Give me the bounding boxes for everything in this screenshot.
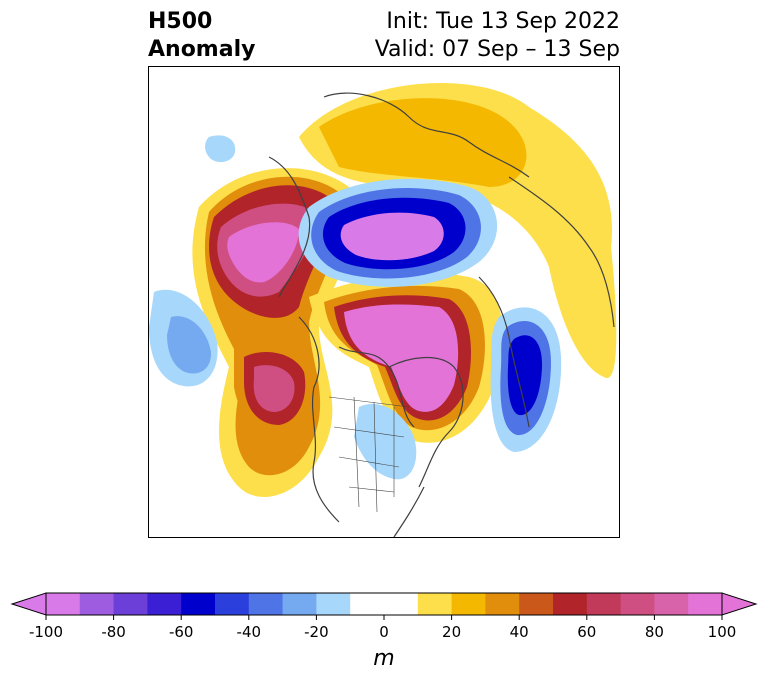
init-date: Init: Tue 13 Sep 2022 (386, 9, 620, 34)
colorbar-bin (113, 593, 148, 615)
anomaly-negative-arctic-core (340, 212, 444, 261)
colorbar: -100 -80 -60 -40 -20 0 20 40 60 80 100 (10, 592, 758, 641)
colorbar-unit-label: m (373, 646, 395, 671)
colorbar-bin (586, 593, 622, 615)
colorbar-bin (46, 593, 81, 615)
colorbar-bin (654, 593, 689, 615)
colorbar-bin (451, 593, 486, 615)
anomaly-positive-pacific-core (253, 365, 295, 412)
anomaly-negative-us-light (354, 403, 417, 480)
map-date-info: Init: Tue 13 Sep 2022 Valid: 07 Sep – 13… (375, 8, 620, 64)
colorbar-tick-label: -100 (29, 623, 63, 641)
colorbar-tick-label: 100 (708, 623, 737, 641)
anomaly-negative-atlantic-core (507, 335, 543, 416)
colorbar-bins (46, 593, 723, 615)
colorbar-tick-label: -40 (237, 623, 262, 641)
colorbar-tick-label: -60 (169, 623, 194, 641)
colorbar-tick-label: 20 (442, 623, 461, 641)
colorbar-tick-label: -80 (101, 623, 126, 641)
anomaly-positive-west-core (227, 222, 299, 283)
colorbar-under-arrow (10, 592, 47, 616)
colorbar-bin (147, 593, 182, 615)
colorbar-bin (485, 593, 520, 615)
colorbar-tick-label: -20 (304, 623, 329, 641)
map-panel (148, 66, 620, 538)
coastlines (268, 92, 615, 537)
colorbar-over-arrow (721, 592, 758, 616)
colorbar-bin (79, 593, 115, 615)
anomaly-negative-pacific-core (167, 316, 212, 374)
colorbar-bin (417, 593, 453, 615)
title-line-1: H500 (148, 9, 213, 34)
colorbar-bin (316, 593, 351, 615)
colorbar-tick-label: 0 (379, 623, 389, 641)
anomaly-positive-greenland-core (344, 304, 459, 412)
colorbar-ticks: -100 -80 -60 -40 -20 0 20 40 60 80 100 (29, 615, 736, 641)
colorbar-bin (215, 593, 250, 615)
anomaly-positive-eurasia-core (319, 98, 527, 187)
colorbar-bin (620, 593, 655, 615)
colorbar-bin (282, 593, 317, 615)
state-borders (328, 396, 410, 513)
colorbar-bin (248, 593, 284, 615)
valid-range: Valid: 07 Sep – 13 Sep (374, 37, 620, 62)
colorbar-tick-label: 60 (577, 623, 596, 641)
anomaly-negative-northpacific-blob (205, 135, 236, 163)
anomaly-map (149, 83, 617, 537)
colorbar-bin (181, 593, 216, 615)
colorbar-tick-label: 40 (510, 623, 529, 641)
colorbar-bin (688, 593, 723, 615)
colorbar-tick-label: 80 (645, 623, 664, 641)
colorbar-bin (350, 593, 419, 615)
colorbar-bin (519, 593, 554, 615)
map-title: H500 Anomaly (148, 8, 255, 64)
title-line-2: Anomaly (148, 37, 256, 62)
colorbar-bin (553, 593, 588, 615)
